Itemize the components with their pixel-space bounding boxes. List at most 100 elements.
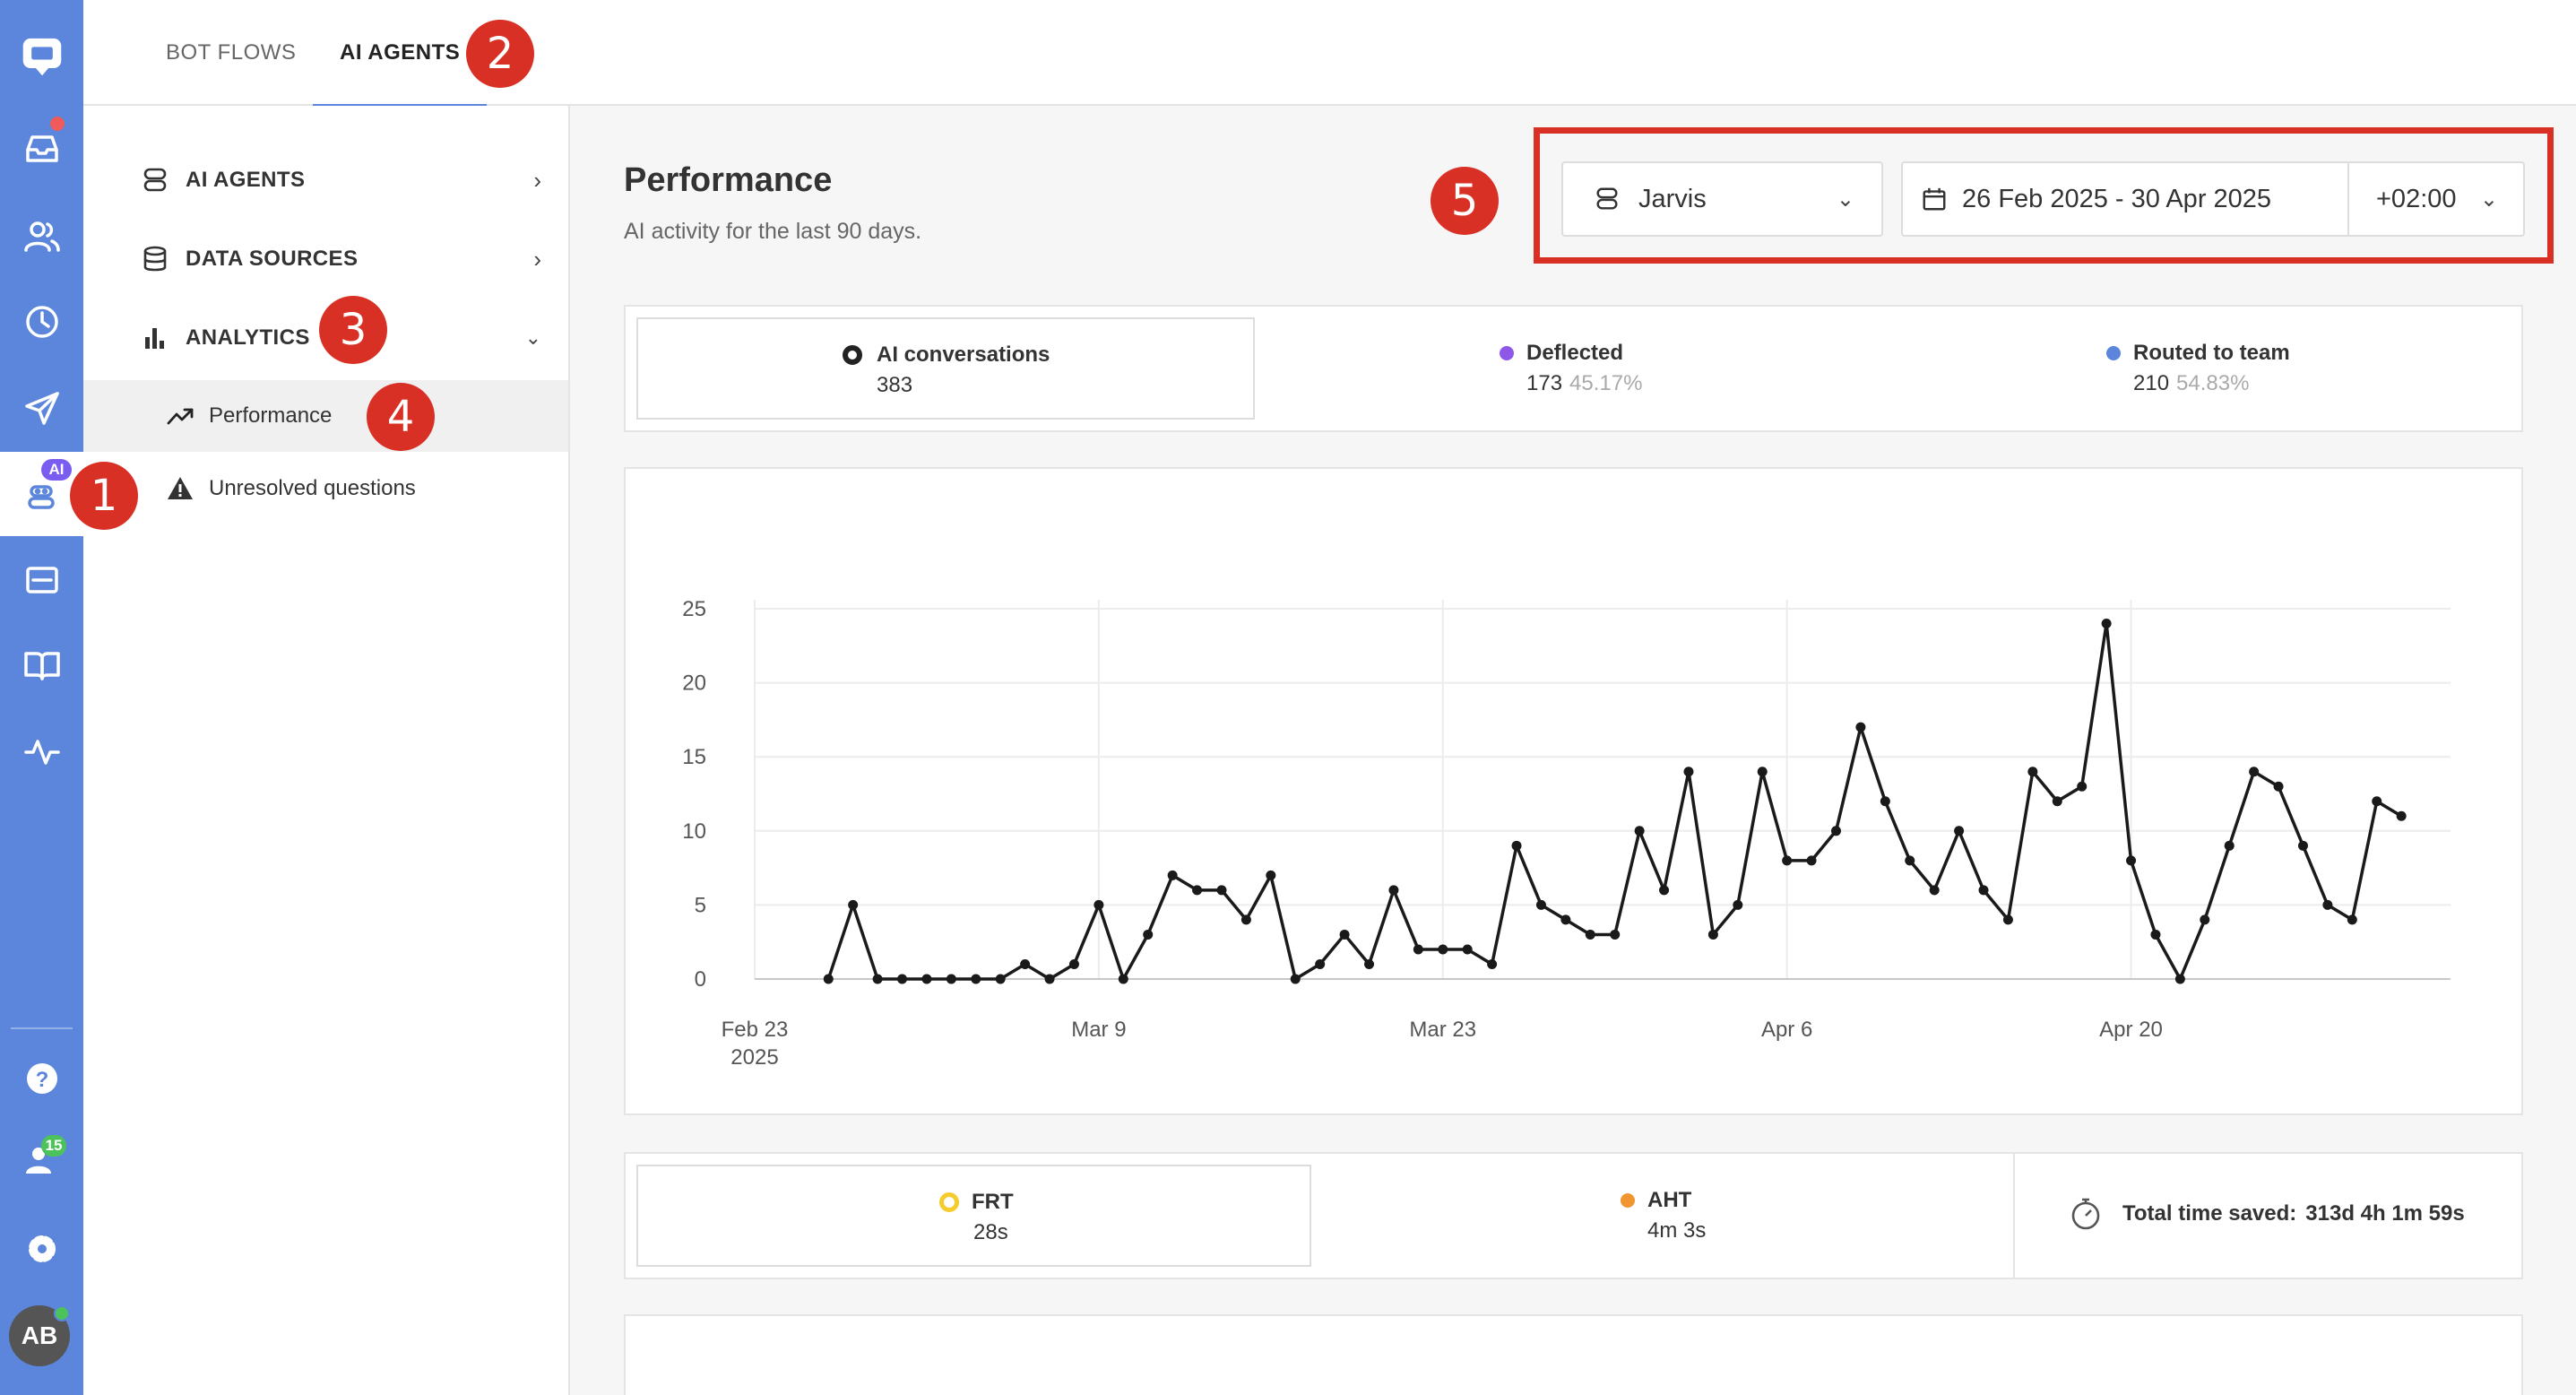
stopwatch-icon — [2071, 1198, 2100, 1230]
frt-legend-dot — [939, 1192, 959, 1212]
nav-label: Performance — [209, 403, 333, 428]
stat-percent: 45.17% — [1569, 371, 1643, 395]
annotation-marker: 4 — [367, 383, 435, 451]
stat-label: FRT — [972, 1190, 1014, 1214]
additional-stats-card — [624, 1314, 2523, 1395]
conversation-stats-card: AI conversations 383 Deflected 173 45.17%… — [624, 305, 2523, 432]
data-point — [1266, 870, 1276, 880]
tab-bot-flows[interactable]: BOT FLOWS — [166, 40, 297, 65]
x-tick-label: Mar 23 — [1409, 1018, 1476, 1042]
data-point — [2174, 974, 2185, 984]
team-count-badge: 15 — [41, 1135, 66, 1157]
timezone-select[interactable]: +02:00 ⌄ — [2349, 163, 2525, 235]
data-point — [1757, 767, 1768, 777]
data-point — [1511, 840, 1522, 851]
chevron-right-icon: › — [533, 245, 541, 273]
stat-label: AHT — [1647, 1188, 1692, 1212]
total-time-saved: Total time saved: 313d 4h 1m 59s — [2069, 1197, 2465, 1231]
data-point — [1315, 958, 1326, 969]
ai-agent-icon[interactable]: AI — [0, 452, 83, 536]
data-point — [2249, 767, 2260, 777]
data-point — [1978, 885, 1989, 896]
data-point — [2002, 914, 2013, 925]
time-stats-card: FRT 28s AHT 4m 3s Total time saved: 313d… — [624, 1152, 2523, 1279]
data-point — [1167, 870, 1178, 880]
x-tick-label: Mar 9 — [1071, 1018, 1126, 1042]
data-point — [2126, 855, 2137, 866]
data-point — [1733, 899, 1743, 910]
trending-up-icon — [167, 408, 194, 425]
stat-aht[interactable]: AHT 4m 3s — [1621, 1188, 1706, 1243]
notification-dot — [50, 117, 65, 131]
inbox-icon[interactable] — [0, 108, 83, 188]
data-point — [1929, 885, 1940, 896]
data-point — [823, 974, 834, 984]
data-point — [1339, 929, 1350, 940]
settings-icon[interactable] — [0, 1209, 83, 1289]
data-point — [1487, 958, 1498, 969]
data-point — [1020, 958, 1031, 969]
data-point — [1954, 826, 1965, 836]
stat-frt[interactable]: FRT 28s — [636, 1165, 1311, 1267]
agent-select[interactable]: Jarvis ⌄ — [1561, 161, 1883, 237]
nav-data-sources[interactable]: DATA SOURCES › — [83, 223, 568, 295]
y-tick-label: 0 — [695, 967, 706, 992]
widget-icon[interactable] — [0, 540, 83, 620]
data-point — [1240, 914, 1251, 925]
contacts-icon[interactable] — [0, 195, 83, 276]
data-point — [921, 974, 932, 984]
data-point — [848, 899, 859, 910]
data-point — [1560, 914, 1571, 925]
time-saved-label: Total time saved: — [2122, 1201, 2297, 1226]
history-icon[interactable] — [0, 282, 83, 362]
deflected-legend-dot — [1500, 346, 1514, 360]
data-point — [2372, 796, 2382, 807]
data-point — [2347, 914, 2357, 925]
agents-subnav: AI AGENTS › DATA SOURCES › ANALYTICS ⌄ P… — [83, 106, 570, 1395]
send-icon[interactable] — [0, 368, 83, 448]
date-range-picker[interactable]: 26 Feb 2025 - 30 Apr 2025 +02:00 ⌄ — [1901, 161, 2525, 237]
tab-ai-agents[interactable]: AI AGENTS — [313, 0, 488, 108]
agent-select-value: Jarvis — [1638, 184, 1707, 213]
stat-routed-to-team[interactable]: Routed to team 210 54.83% — [2106, 341, 2290, 396]
x-tick-label: Apr 20 — [2099, 1018, 2163, 1042]
annotation-marker: 1 — [70, 462, 138, 530]
avatar[interactable]: AB — [9, 1305, 70, 1366]
data-point — [1659, 885, 1670, 896]
y-tick-label: 10 — [682, 819, 706, 844]
data-point — [971, 974, 981, 984]
nav-performance[interactable]: Performance — [83, 380, 568, 452]
data-point — [1707, 929, 1718, 940]
data-point — [1118, 974, 1128, 984]
card-divider — [2013, 1154, 2015, 1278]
data-point — [1462, 944, 1473, 955]
data-point — [2224, 840, 2235, 851]
stat-ai-conversations[interactable]: AI conversations 383 — [636, 317, 1255, 420]
data-point — [1880, 796, 1890, 807]
chat-logo-icon[interactable] — [0, 16, 83, 97]
y-tick-label: 25 — [682, 597, 706, 621]
data-point — [872, 974, 883, 984]
knowledge-book-icon[interactable] — [0, 624, 83, 705]
left-rail: AI ? 15 AB — [0, 0, 83, 1395]
nav-analytics[interactable]: ANALYTICS ⌄ — [83, 302, 568, 374]
data-point — [2150, 929, 2161, 940]
activity-icon[interactable] — [0, 710, 83, 791]
ai-agent-icon — [143, 168, 167, 192]
chevron-down-icon: ⌄ — [524, 326, 541, 349]
help-icon[interactable]: ? — [0, 1038, 83, 1119]
ai-conversations-series-line — [826, 621, 2403, 981]
data-point — [1905, 855, 1915, 866]
rail-divider — [11, 1027, 73, 1029]
selected-series-icon — [843, 345, 862, 365]
nav-ai-agents[interactable]: AI AGENTS › — [83, 144, 568, 216]
stat-deflected[interactable]: Deflected 173 45.17% — [1500, 341, 1642, 396]
nav-unresolved-questions[interactable]: Unresolved questions — [83, 453, 568, 524]
conversations-chart-card: 0 5 10 15 20 25 Feb 23 2025 Mar 9 Mar 23 Apr 6 Apr … — [624, 467, 2523, 1115]
data-point — [1290, 974, 1301, 984]
routed-legend-dot — [2106, 346, 2121, 360]
team-icon[interactable]: 15 — [0, 1119, 83, 1200]
data-point — [1364, 958, 1375, 969]
ai-agent-icon — [1596, 187, 1618, 210]
